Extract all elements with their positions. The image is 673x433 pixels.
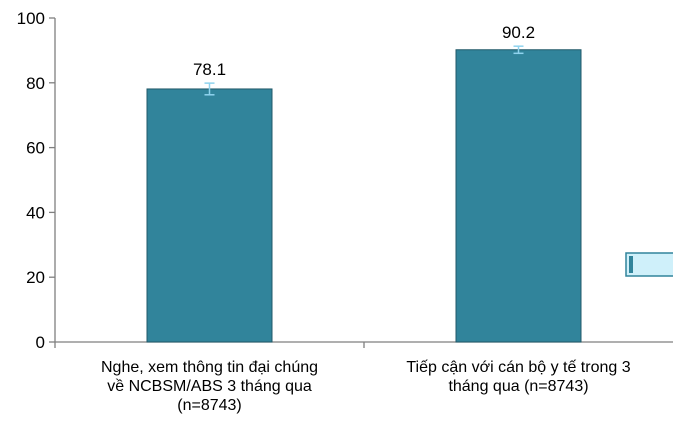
category-label: (n=8743): [177, 397, 242, 414]
bars: [146, 49, 582, 343]
y-tick-label: 60: [26, 139, 45, 158]
callout-shape: [625, 252, 673, 277]
data-labels: 78.1 90.2: [193, 23, 535, 79]
y-tick-label: 80: [26, 74, 45, 93]
category-label: Tiếp cận với cán bộ y tế trong 3: [406, 359, 630, 376]
data-label: 90.2: [502, 23, 535, 42]
data-label: 78.1: [193, 60, 226, 79]
category-label: Nghe, xem thông tin đại chúng: [101, 359, 318, 376]
y-axis: 0 20 40 60 80 100: [17, 9, 56, 352]
y-tick-label: 20: [26, 268, 45, 287]
x-axis: [54, 341, 673, 348]
callout-stripe: [629, 256, 633, 273]
y-tick-label: 0: [36, 333, 45, 352]
y-tick-label: 40: [26, 203, 45, 222]
category-label: về NCBSM/ABS 3 tháng qua: [107, 378, 312, 395]
bar: [455, 49, 582, 343]
error-bars: [204, 45, 524, 96]
y-tick-label: 100: [17, 9, 45, 28]
category-label: tháng qua (n=8743): [448, 378, 588, 395]
bar: [146, 88, 273, 343]
category-labels: Nghe, xem thông tin đại chúng về NCBSM/AB…: [101, 359, 631, 414]
callout-box: [625, 252, 673, 277]
